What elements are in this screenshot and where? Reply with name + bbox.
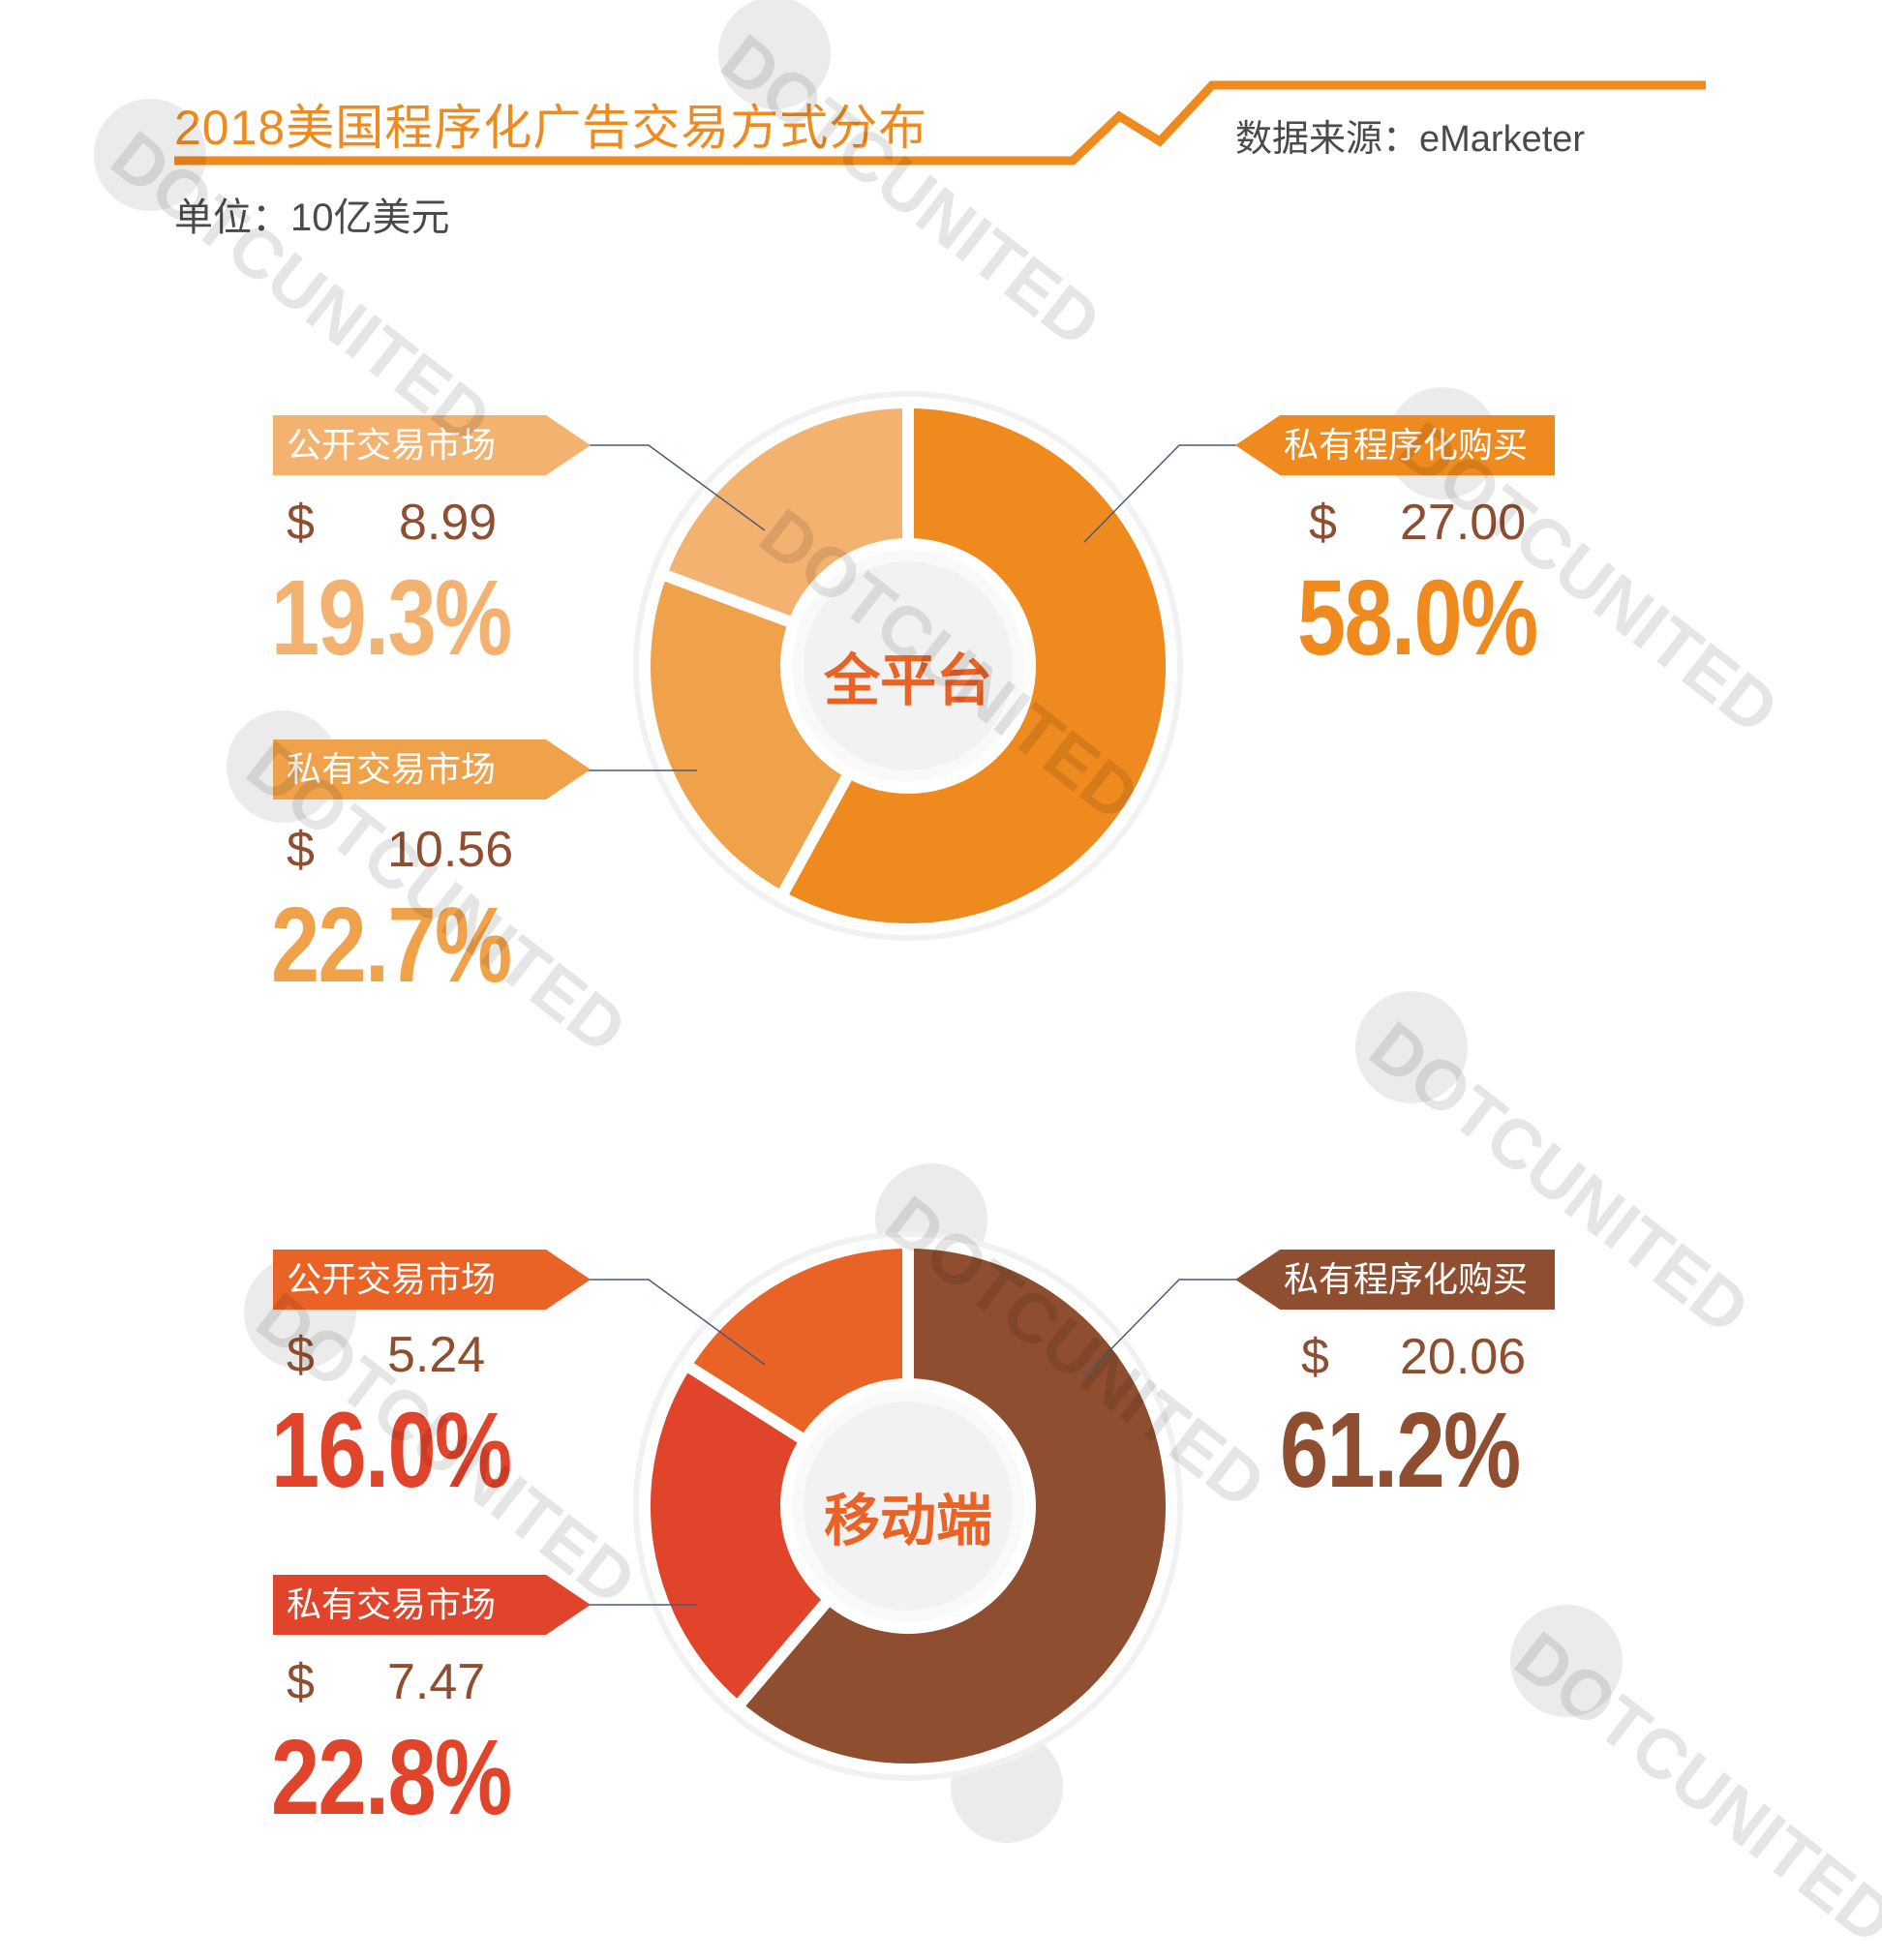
percent-mobile-private-programmatic: 61.2% [1280, 1391, 1521, 1510]
percent-all-private-market: 22.7% [271, 886, 512, 1005]
amount-mobile-public: $ 5.24 [287, 1326, 538, 1384]
amount-value: 7.47 [387, 1654, 486, 1710]
donut-chart-all-platforms [633, 391, 1183, 941]
leader-line-mobile-public [569, 1279, 766, 1366]
currency-symbol: $ [287, 1327, 315, 1383]
amount-mobile-private-programmatic: $ 20.06 [1301, 1328, 1580, 1386]
amount-value: 20.06 [1400, 1329, 1527, 1385]
amount-all-private-market: $ 10.56 [287, 821, 538, 879]
center-label-mobile: 移动端 [823, 1490, 992, 1553]
currency-symbol: $ [1309, 495, 1337, 551]
label-mobile-public: 公开交易市场 [273, 1250, 591, 1310]
donut-center-disc [804, 561, 1013, 770]
amount-all-private-programmatic: $ 27.00 [1309, 494, 1580, 552]
label-all-private-market: 私有交易市场 [273, 739, 591, 799]
donut-center-disc [804, 1402, 1013, 1611]
label-mobile-private-market: 私有交易市场 [273, 1575, 591, 1635]
currency-symbol: $ [1301, 1329, 1329, 1385]
amount-all-public: $ 8.99 [287, 494, 538, 552]
chart-canvas [94, 0, 1706, 1843]
data-source: 数据来源：eMarketer [1235, 119, 1586, 160]
amount-value: 10.56 [387, 822, 514, 878]
title-underline [174, 80, 1706, 166]
percent-all-public: 19.3% [271, 558, 512, 678]
percent-mobile-private-market: 22.8% [271, 1718, 512, 1837]
donut-chart-mobile [633, 1231, 1183, 1781]
leader-line-mobile-private-programmatic [1083, 1279, 1255, 1377]
page-title: 2018美国程序化广告交易方式分布 [174, 101, 928, 155]
percent-all-private-programmatic: 58.0% [1297, 558, 1538, 678]
leader-line-all-public [569, 444, 766, 531]
label-mobile-private-programmatic: 私有程序化购买 [1235, 1250, 1555, 1310]
label-all-public: 公开交易市场 [273, 415, 591, 475]
amount-mobile-private-market: $ 7.47 [287, 1653, 538, 1711]
currency-symbol: $ [287, 1654, 315, 1710]
unit-label: 单位：10亿美元 [174, 196, 450, 239]
percent-mobile-public: 16.0% [271, 1391, 512, 1510]
leader-line-all-private-programmatic [1083, 444, 1255, 543]
center-label-all-platforms: 全平台 [823, 649, 992, 712]
label-all-private-programmatic: 私有程序化购买 [1235, 415, 1555, 475]
leader-lines [569, 444, 1255, 1606]
amount-value: 8.99 [399, 495, 498, 551]
amount-value: 5.24 [387, 1327, 486, 1383]
infographic: 2018美国程序化广告交易方式分布 数据来源：eMarketer 单位：10亿美… [94, 0, 1882, 1959]
currency-symbol: $ [287, 822, 315, 878]
currency-symbol: $ [287, 495, 315, 551]
amount-value: 27.00 [1400, 495, 1527, 551]
